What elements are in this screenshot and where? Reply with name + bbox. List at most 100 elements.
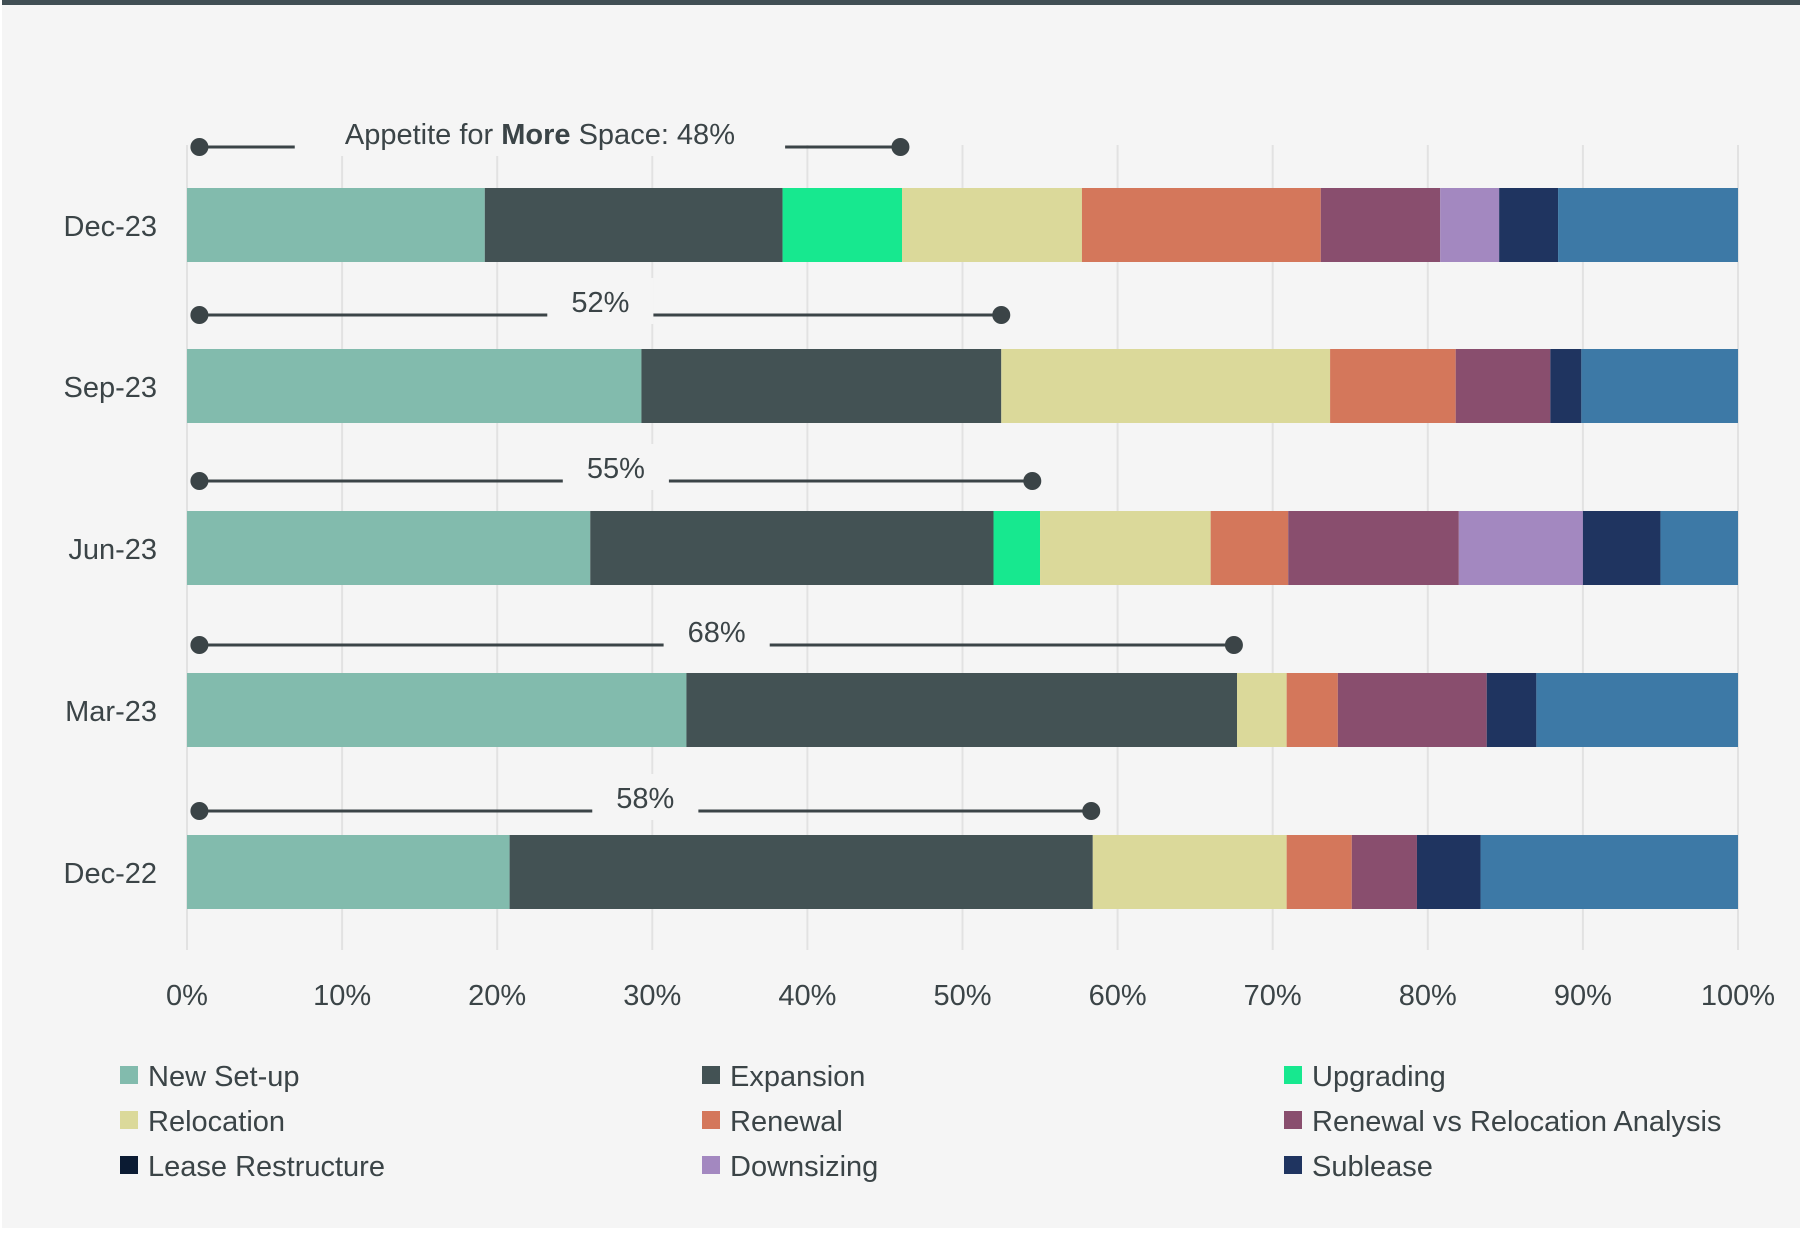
legend-item-sublease: Sublease bbox=[1284, 1151, 1433, 1183]
legend-swatch bbox=[120, 1066, 138, 1084]
callout-end-dot bbox=[1224, 636, 1243, 654]
legend-swatch bbox=[1284, 1156, 1302, 1174]
bar-segment-expansion-mar-23 bbox=[686, 673, 1238, 747]
legend-swatch bbox=[1284, 1111, 1302, 1129]
legend-swatch bbox=[120, 1111, 138, 1129]
bar-segment-renewal-dec-22 bbox=[1286, 835, 1352, 909]
legend-label: Downsizing bbox=[730, 1151, 878, 1183]
callout-mar-23: 68% bbox=[190, 608, 1243, 654]
legend-label: Sublease bbox=[1312, 1151, 1433, 1183]
callout-label: 55% bbox=[587, 453, 645, 485]
category-label: Dec-23 bbox=[64, 211, 158, 243]
x-tick-label: 50% bbox=[933, 980, 991, 1012]
callout-label-bg bbox=[294, 110, 786, 156]
x-tick-label: 100% bbox=[1701, 980, 1775, 1012]
bar-segment-other-jun-23 bbox=[1660, 511, 1738, 585]
callout-dec-22: 58% bbox=[190, 774, 1101, 820]
bar-segment-renewal-vs-relocation-analysis-mar-23 bbox=[1337, 673, 1487, 747]
bar-segment-other-dec-23 bbox=[1558, 188, 1738, 262]
x-tick-label: 40% bbox=[778, 980, 836, 1012]
bar-segment-upgrading-dec-23 bbox=[782, 188, 903, 262]
bar-segment-new-set-up-dec-22 bbox=[187, 835, 510, 909]
appetite-callouts: Appetite for More Space: 48% 52% 55% 68% 58% bbox=[190, 110, 1243, 820]
bar-segment-new-set-up-jun-23 bbox=[187, 511, 591, 585]
category-label: Dec-22 bbox=[64, 858, 158, 890]
callout-start-dot bbox=[190, 138, 209, 156]
stacked-bar-chart: 0% 10% 20% 30% 40% 50% 60% 70% 80% 90% 100% Dec-23 S… bbox=[63, 110, 1775, 1183]
bar-segment-renewal-vs-relocation-analysis-dec-23 bbox=[1320, 188, 1441, 262]
x-tick-label: 10% bbox=[313, 980, 371, 1012]
legend-item-renewal: Renewal bbox=[702, 1106, 843, 1138]
legend-item-upgrading: Upgrading bbox=[1284, 1061, 1446, 1093]
bar-segment-relocation-dec-23 bbox=[902, 188, 1082, 262]
bar-segment-renewal-vs-relocation-analysis-jun-23 bbox=[1288, 511, 1459, 585]
callout-label-bg bbox=[592, 774, 699, 820]
bar-segment-other-sep-23 bbox=[1581, 349, 1738, 423]
callout-label-bg bbox=[663, 608, 770, 654]
bar-segment-new-set-up-mar-23 bbox=[187, 673, 687, 747]
legend-item-relocation: Relocation bbox=[120, 1106, 285, 1138]
x-tick-label: 20% bbox=[468, 980, 526, 1012]
callout-end-dot bbox=[1023, 472, 1042, 490]
x-tick-label: 60% bbox=[1089, 980, 1147, 1012]
category-label: Jun-23 bbox=[68, 534, 157, 566]
legend-label: Renewal bbox=[730, 1106, 843, 1138]
legend-swatch bbox=[702, 1156, 720, 1174]
bar-segment-sublease-mar-23 bbox=[1486, 673, 1537, 747]
callout-label-prefix: Appetite for bbox=[345, 119, 501, 151]
callout-sep-23: 52% bbox=[190, 278, 1011, 324]
callout-label-bg bbox=[547, 278, 654, 324]
callout-jun-23: 55% bbox=[190, 444, 1042, 490]
bar-segment-expansion-jun-23 bbox=[590, 511, 994, 585]
callout-end-dot bbox=[1082, 802, 1101, 820]
bar-segment-relocation-dec-22 bbox=[1092, 835, 1287, 909]
callout-end-dot bbox=[992, 306, 1011, 324]
callout-label-bg bbox=[562, 444, 669, 490]
legend-item-downsizing: Downsizing bbox=[702, 1151, 878, 1183]
x-tick-label: 90% bbox=[1554, 980, 1612, 1012]
callout-label: 52% bbox=[571, 287, 629, 319]
x-tick-label: 0% bbox=[166, 980, 208, 1012]
bar-segment-renewal-jun-23 bbox=[1210, 511, 1289, 585]
legend-label: Renewal vs Relocation Analysis bbox=[1312, 1106, 1721, 1138]
bar-segment-renewal-vs-relocation-analysis-dec-22 bbox=[1351, 835, 1417, 909]
legend-label: New Set-up bbox=[148, 1061, 300, 1093]
callout-label-bold: More bbox=[501, 119, 570, 151]
callout-start-dot bbox=[190, 636, 209, 654]
bar-segment-new-set-up-sep-23 bbox=[187, 349, 642, 423]
legend: New Set-up Expansion Upgrading Relocation Re… bbox=[120, 1061, 1721, 1183]
x-tick-label: 30% bbox=[623, 980, 681, 1012]
callout-start-dot bbox=[190, 802, 209, 820]
callout-label-value: 52% bbox=[571, 287, 629, 319]
bar-segment-relocation-jun-23 bbox=[1040, 511, 1211, 585]
callout-label-value: 55% bbox=[587, 453, 645, 485]
bar-segment-downsizing-dec-23 bbox=[1440, 188, 1500, 262]
legend-label: Upgrading bbox=[1312, 1061, 1446, 1093]
callout-dec-23: Appetite for More Space: 48% bbox=[190, 110, 910, 156]
callout-label-value: 58% bbox=[616, 783, 674, 815]
bar-segment-upgrading-jun-23 bbox=[993, 511, 1041, 585]
bar-segment-sublease-dec-22 bbox=[1416, 835, 1481, 909]
bars bbox=[187, 188, 1738, 909]
bar-segment-relocation-mar-23 bbox=[1237, 673, 1287, 747]
bar-segment-renewal-sep-23 bbox=[1330, 349, 1456, 423]
legend-item-lease-restructure: Lease Restructure bbox=[120, 1151, 385, 1183]
callout-start-dot bbox=[190, 306, 209, 324]
callout-label: Appetite for More Space: 48% bbox=[345, 119, 735, 151]
bar-segment-expansion-dec-23 bbox=[484, 188, 783, 262]
legend-label: Relocation bbox=[148, 1106, 285, 1138]
bar-segment-sublease-sep-23 bbox=[1550, 349, 1582, 423]
bar-segment-relocation-sep-23 bbox=[1001, 349, 1331, 423]
callout-label: 58% bbox=[616, 783, 674, 815]
bar-segment-downsizing-jun-23 bbox=[1458, 511, 1583, 585]
legend-item-expansion: Expansion bbox=[702, 1061, 865, 1093]
bar-segment-renewal-vs-relocation-analysis-sep-23 bbox=[1455, 349, 1551, 423]
legend-label: Expansion bbox=[730, 1061, 865, 1093]
bar-segment-expansion-dec-22 bbox=[509, 835, 1093, 909]
x-axis: 0% 10% 20% 30% 40% 50% 60% 70% 80% 90% 100% bbox=[166, 980, 1775, 1012]
legend-swatch bbox=[702, 1111, 720, 1129]
callout-start-dot bbox=[190, 472, 209, 490]
bar-segment-renewal-dec-23 bbox=[1081, 188, 1321, 262]
legend-swatch bbox=[120, 1156, 138, 1174]
